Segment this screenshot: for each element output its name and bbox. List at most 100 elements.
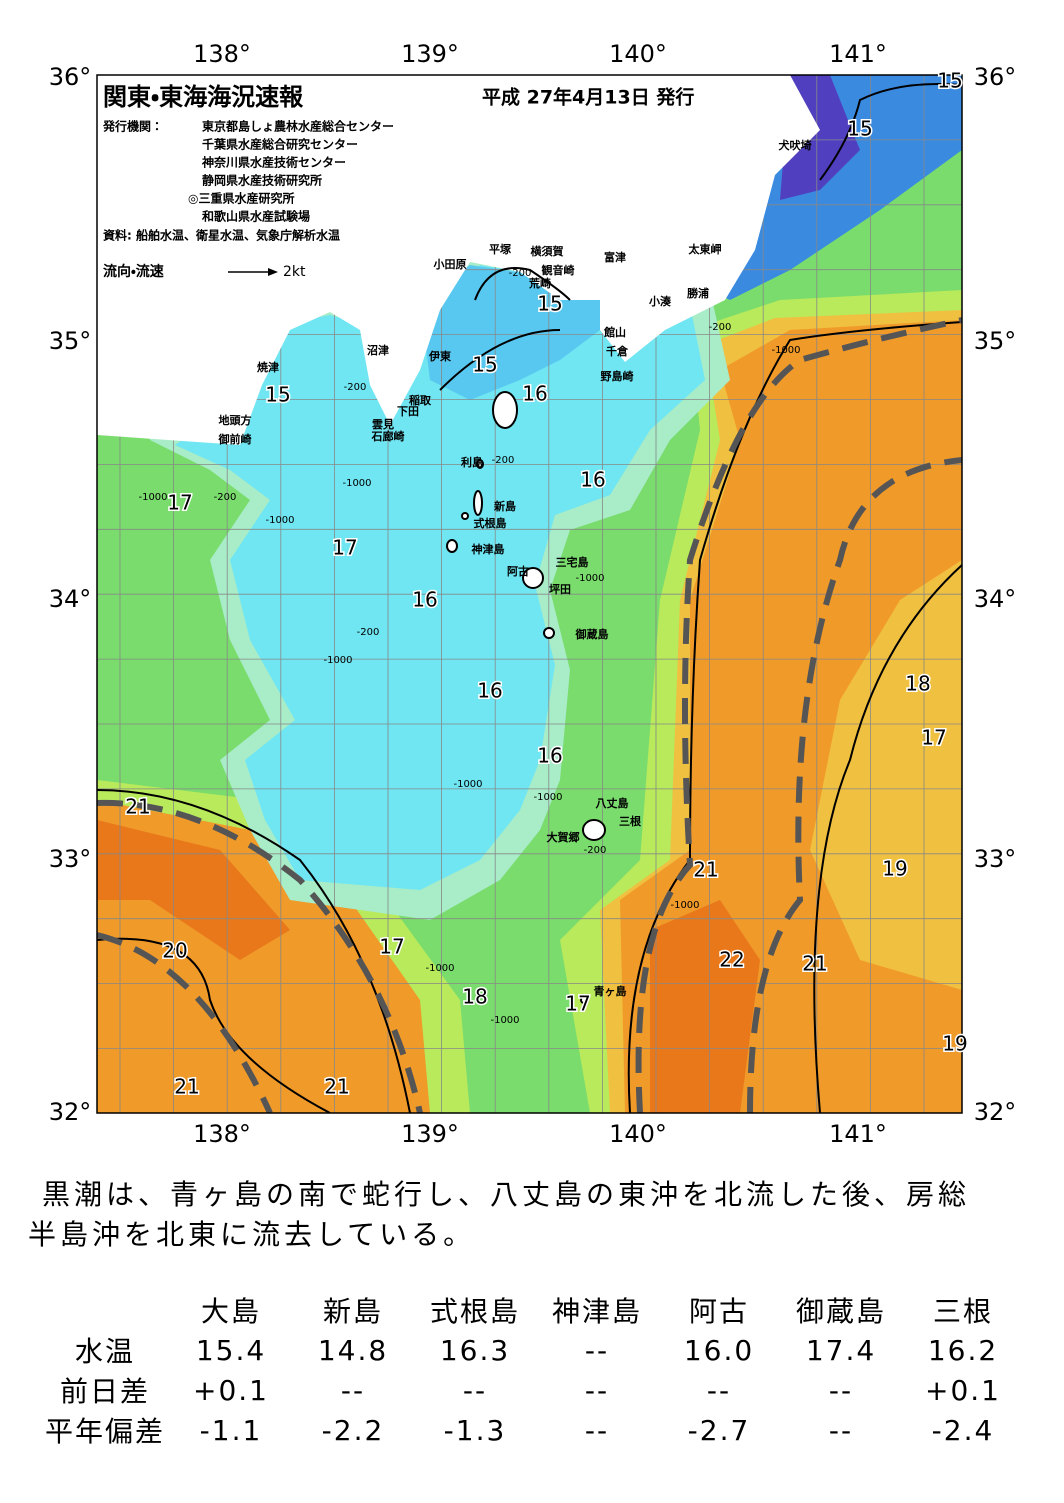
kuroshio: [97, 317, 962, 1113]
depth-label: -200: [492, 455, 515, 466]
place-name: 館山: [603, 325, 626, 339]
cell: -2.4: [931, 1413, 995, 1447]
place-name: 平塚: [489, 242, 512, 256]
place-name: 神津島: [471, 542, 505, 556]
cell: 16.3: [439, 1333, 511, 1367]
lon-label: 140°: [609, 40, 667, 68]
place-name: 三根: [619, 814, 642, 828]
cell: --: [828, 1373, 854, 1407]
legend-arrowhead: [268, 268, 278, 276]
column-header: 新島: [322, 1295, 383, 1328]
kuroshio-axis: [97, 799, 423, 1113]
cell: 16.2: [927, 1333, 999, 1367]
place-name: 式根島: [474, 516, 507, 530]
lat-label: 33°: [974, 845, 1017, 873]
cell: --: [584, 1413, 610, 1447]
temperature-label: 16: [522, 382, 547, 406]
lat-label: 35°: [974, 327, 1017, 355]
place-name: 阿古: [507, 564, 529, 578]
place-name: 小田原: [433, 257, 467, 271]
cell: --: [340, 1373, 366, 1407]
lon-label: 141°: [829, 1120, 887, 1148]
contour-line: [97, 937, 331, 1113]
depth-label: -1000: [670, 900, 699, 911]
place-name: 野島崎: [601, 369, 634, 383]
depth-label: -200: [214, 492, 237, 503]
temperature-label: 16: [580, 468, 605, 492]
issuer: ◎三重県水産研究所: [188, 191, 294, 206]
land: [97, 75, 820, 445]
temperature-label: 17: [167, 491, 192, 515]
lon-label: 138°: [193, 40, 251, 68]
temperature-label: 16: [537, 744, 562, 768]
column-header: 御蔵島: [795, 1295, 886, 1328]
data-row: 前日差 +0.1 -- -- -- -- -- +0.1: [40, 1370, 1024, 1410]
place-name: 新島: [493, 499, 516, 513]
island: [473, 490, 483, 516]
cell: -1.3: [443, 1413, 507, 1447]
depth-label: -200: [584, 845, 607, 856]
column-header: 三根: [932, 1295, 993, 1328]
depth-label: -1000: [533, 792, 562, 803]
issuer: 和歌山県水産試験場: [201, 209, 310, 224]
place-name: 稲取: [409, 393, 432, 407]
map: 関東・東海海況速報 平成 27年4月13日 発行 発行機関： 資料: 船舶水温、…: [49, 40, 1017, 1148]
sea-deep-orange-sw: [97, 820, 290, 960]
place-name: 勝浦: [687, 286, 709, 300]
sea-cyan: [175, 265, 705, 890]
cell: --: [706, 1373, 732, 1407]
kuroshio-axis: [747, 457, 962, 1113]
place-name: 御蔵島: [575, 627, 609, 641]
depth-label: -1000: [453, 779, 482, 790]
temperature-label: 22: [719, 948, 744, 972]
row-label: 平年偏差: [44, 1415, 165, 1448]
row-label: 前日差: [59, 1375, 150, 1408]
place-name: 大賀郷: [547, 830, 580, 844]
temperature-label: 21: [802, 952, 827, 976]
legend-label: 流向・流速: [103, 263, 164, 280]
island: [476, 459, 484, 469]
temperature-label: 18: [462, 985, 487, 1009]
place-name: 雲見: [372, 418, 394, 431]
column-header: 大島: [200, 1295, 261, 1328]
issuer: 千葉県水産総合研究センター: [202, 137, 358, 152]
temperature-label: 15: [537, 292, 562, 316]
cell: --: [584, 1333, 610, 1367]
legend-speed: 2kt: [283, 264, 306, 280]
contour-line: [627, 321, 962, 1113]
contour-line: [819, 83, 962, 181]
lat-label: 33°: [49, 845, 92, 873]
place-name: 青ヶ島: [594, 984, 627, 998]
kuroshio-axis: [97, 932, 273, 1113]
lat-label: 36°: [974, 63, 1017, 91]
contour-line: [813, 564, 962, 1113]
place-name: 八丈島: [596, 796, 629, 810]
place-name: 観音崎: [542, 263, 575, 277]
temperature-label: 17: [921, 726, 946, 750]
place-name: 横須賀: [531, 244, 564, 258]
place-name: 石廊崎: [371, 429, 405, 443]
sea-blue: [420, 265, 600, 400]
temperature-label: 18: [905, 672, 930, 696]
depth-label: -200: [509, 268, 532, 279]
place-name: 沼津: [367, 343, 389, 357]
cell: 17.4: [805, 1333, 877, 1367]
place-name: 荒崎: [528, 276, 551, 290]
depth-label: -1000: [771, 345, 800, 356]
place-name: 千倉: [606, 344, 629, 358]
depth-label: -1000: [138, 492, 167, 503]
grid: [97, 75, 962, 1113]
lat-label: 35°: [49, 327, 92, 355]
cell: +0.1: [193, 1373, 269, 1407]
lon-label: 141°: [829, 40, 887, 68]
place-name: 犬吠埼: [779, 138, 812, 152]
island: [446, 539, 458, 553]
temperature-label: 15: [472, 353, 497, 377]
data-source: 資料: 船舶水温、衛星水温、気象庁解析水温: [103, 228, 340, 243]
lon-label: 140°: [609, 1120, 667, 1148]
issuer-label: 発行機関：: [102, 119, 163, 134]
lat-label: 34°: [974, 585, 1017, 613]
depth-label: -200: [709, 322, 732, 333]
island: [522, 567, 544, 589]
